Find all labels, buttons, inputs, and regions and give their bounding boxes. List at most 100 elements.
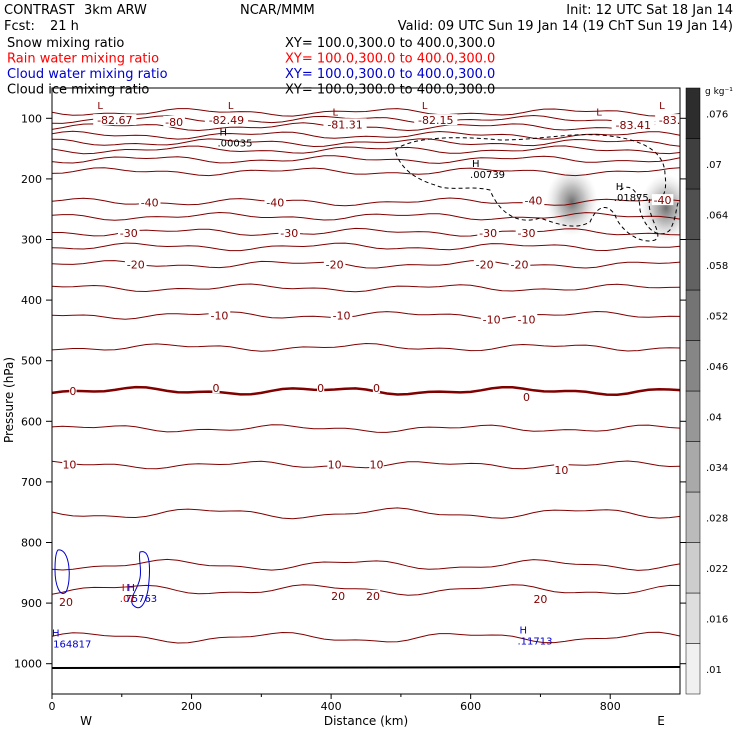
contour-label-bg-24 (212, 381, 220, 393)
contour-label-bg-2 (204, 114, 249, 126)
isotherm--20 (52, 259, 680, 269)
extremum-value-7: .00739 (470, 170, 505, 181)
ground-line (51, 666, 681, 669)
field-legend: Snow mixing ratio XY= 100.0,300.0 to 400.… (7, 36, 495, 98)
extremum-H-8: H (616, 182, 624, 193)
header-fcst-label: Fcst: (4, 19, 35, 34)
contour-label-bg-1 (163, 115, 185, 127)
contour-label-bg-19 (208, 309, 231, 321)
contour-label-bg-34 (365, 589, 381, 601)
legend-xy-1: XY= 100.0,300.0 to 400.0,300.0 (285, 52, 495, 67)
contour-label-bg-32 (58, 595, 74, 607)
colorbar-segment-5 (685, 390, 701, 442)
y-tick-label-6: 700 (21, 476, 42, 489)
header-center: NCAR/MMM (240, 3, 315, 18)
extremum-L-5: L (659, 101, 665, 112)
contour-label-6: -83. (659, 114, 680, 127)
colorbar-label-6: .046 (706, 362, 728, 373)
extremum-L-2: L (333, 107, 339, 118)
colorbar-segment-10 (685, 138, 701, 190)
colorbar-segment-6 (685, 340, 701, 392)
isotherm--30 (52, 227, 680, 237)
header-model: 3km ARW (84, 3, 147, 18)
contour-label-1: -80 (165, 116, 183, 129)
isotherm--65 (52, 130, 680, 140)
legend-label-2: Cloud water mixing ratio (7, 67, 168, 82)
legend-xy-3: XY= 100.0,300.0 to 400.0,300.0 (285, 83, 495, 98)
x-tick-label-3: 600 (460, 700, 481, 713)
contour-label-bg-7 (138, 196, 161, 208)
contour-label-bg-30 (369, 458, 384, 470)
contour-label-bg-33 (330, 589, 346, 601)
contour-label-8: -40 (266, 197, 284, 210)
plot-frame (51, 87, 681, 695)
temperature-contours (52, 108, 680, 644)
y-tick-label-7: 800 (21, 537, 42, 550)
x-tick-label-0: 0 (49, 700, 56, 713)
isotherm-25 (52, 584, 680, 596)
contour-label-10: -40 (654, 194, 672, 207)
contour-label-bg-6 (655, 114, 680, 126)
contour-label-20: -10 (333, 309, 351, 322)
contour-label-bg-5 (611, 118, 655, 130)
colorbar-label-7: .052 (706, 311, 728, 322)
extremum-H-10: H (127, 583, 135, 594)
contour-label-bg-11 (117, 226, 140, 238)
legend-label-3: Cloud ice mixing ratio (7, 83, 149, 98)
colorbar-label-9: .064 (706, 210, 728, 221)
contour-label-0: -82.67 (97, 114, 132, 127)
legend-xy-0: XY= 100.0,300.0 to 400.0,300.0 (285, 36, 495, 51)
isotherm-20 (52, 558, 680, 571)
cloud-water-contour (54, 549, 70, 594)
colorbar-segment-1 (685, 592, 701, 644)
plot-area: -82.67 -80 -82.49 -81.31 -82.15 -83.41 -83. -40… (52, 101, 680, 650)
colorbar-unit: g kg⁻¹ (705, 87, 733, 97)
y-tick-label-3: 400 (21, 294, 42, 307)
contour-label-7: -40 (141, 197, 159, 210)
extremum-H-12: H (520, 625, 528, 636)
colorbar-segment-0 (685, 643, 701, 695)
contour-label-27: 0 (523, 391, 530, 404)
extremum-L-0: L (97, 101, 103, 112)
contour-label-33: 20 (331, 590, 345, 603)
contour-label-bg-22 (515, 313, 538, 325)
isotherm--50 (52, 155, 680, 164)
extremum-H-7: H (472, 159, 480, 170)
colorbar-segment-4 (685, 441, 701, 493)
contour-label-bg-16 (323, 258, 346, 270)
colorbar-label-1: .016 (706, 614, 728, 625)
extremum-L-1: L (228, 101, 234, 112)
isotherm--5 (52, 342, 680, 352)
east-label: E (657, 714, 665, 728)
contour-label-24: 0 (212, 382, 219, 395)
legend-label-1: Rain water mixing ratio (7, 52, 159, 67)
colorbar-segment-9 (685, 188, 701, 240)
contour-label-21: -10 (483, 313, 501, 326)
isotherm--60 (52, 138, 680, 148)
extremum-value-8: .01875 (614, 193, 649, 204)
contour-label-bg-17 (473, 258, 496, 270)
contour-label-19: -10 (210, 309, 228, 322)
x-tick-label-4: 800 (600, 700, 621, 713)
contour-label-34: 20 (366, 590, 380, 603)
contour-label-3: -81.31 (327, 118, 362, 131)
contour-label-35: 20 (533, 593, 547, 606)
contour-label-4: -82.15 (418, 114, 453, 127)
extremum-H-6: H (219, 127, 227, 138)
contour-label-26: 0 (373, 382, 380, 395)
contour-label-5: -83.41 (616, 119, 651, 132)
header-project: CONTRAST (4, 3, 75, 18)
contour-label-11: -30 (120, 227, 138, 240)
colorbar-label-2: .022 (706, 564, 728, 575)
isotherm-0 (52, 385, 680, 396)
contour-label-bg-25 (317, 381, 325, 393)
y-tick-label-1: 200 (21, 173, 42, 186)
colorbar-segment-7 (685, 289, 701, 341)
contour-label-30: 10 (369, 458, 383, 471)
contour-label-12: -30 (280, 227, 298, 240)
isotherm--45 (52, 167, 680, 177)
extrema-labels: L LLLLLH.00035H.00739H.01875H.01H75763H.1… (52, 101, 665, 650)
contour-label-29: 10 (328, 458, 342, 471)
isotherm--80 (52, 108, 680, 117)
